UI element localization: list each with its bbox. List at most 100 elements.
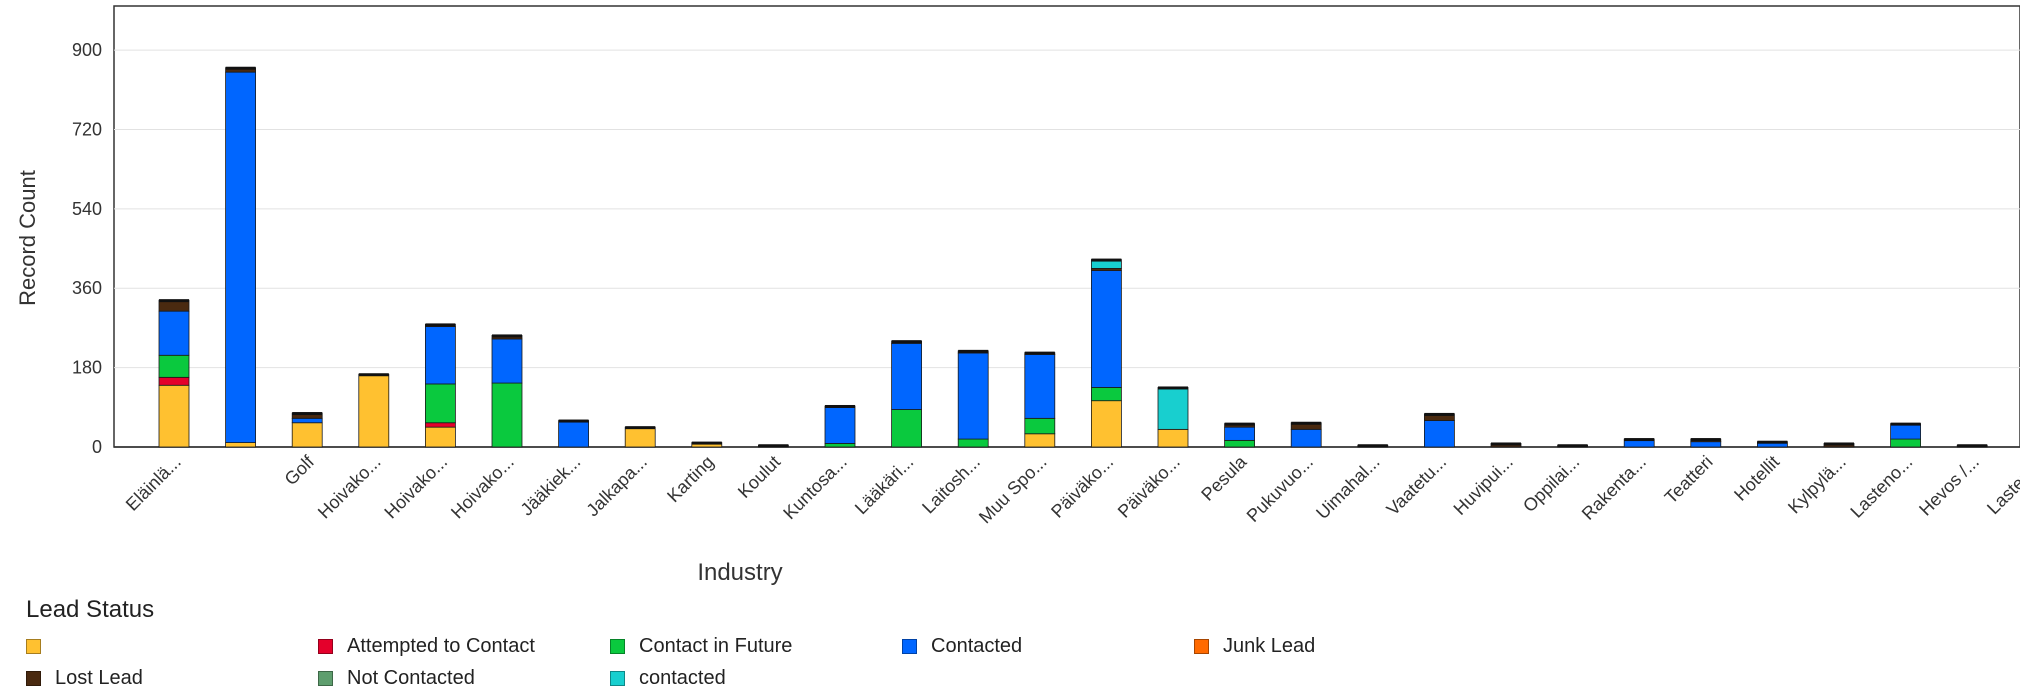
legend-label: contacted [639, 666, 726, 689]
bar-segment[interactable] [891, 342, 922, 410]
x-tick-label: Eläinlä... [122, 452, 185, 515]
bar-top-edge [1757, 440, 1788, 444]
bar-segment[interactable] [1290, 428, 1322, 448]
y-tick-label: 900 [72, 40, 102, 60]
bar-segment[interactable] [291, 422, 323, 448]
bar-segment[interactable] [1091, 400, 1122, 448]
plot-frame [113, 5, 2020, 448]
bar-segment[interactable] [1157, 387, 1189, 430]
bar-segment[interactable] [1091, 387, 1122, 402]
legend: Lead Status Attempted to Contact Contact … [26, 596, 1526, 690]
legend-item[interactable]: Lost Lead [26, 666, 318, 690]
bar-top-edge [1824, 442, 1854, 446]
bar-top-edge [825, 404, 855, 408]
legend-swatch [610, 670, 625, 686]
bar-top-edge [758, 444, 789, 448]
bar-top-edge [1224, 422, 1255, 426]
bar-top-edge [1024, 351, 1055, 355]
legend-swatch [318, 670, 333, 686]
bar-segment[interactable] [558, 420, 589, 448]
bar-top-edge [1424, 412, 1455, 416]
bar-segment[interactable] [158, 354, 190, 378]
bar-segment[interactable] [158, 310, 190, 356]
bar-top-edge [958, 349, 989, 353]
x-tick-label: Jääkiek... [517, 452, 585, 520]
x-tick-label: Oppilai... [1519, 452, 1583, 516]
bars [158, 66, 1988, 448]
bar-segment[interactable] [1690, 441, 1722, 448]
bar-segment[interactable] [1024, 353, 1056, 419]
x-tick-label: Rakenta... [1578, 452, 1650, 524]
legend-label: Not Contacted [347, 666, 475, 689]
x-tick-label: Golf [281, 451, 319, 489]
x-axis-title: Industry [697, 559, 782, 586]
bar-top-edge [358, 373, 389, 377]
bar-segment[interactable] [957, 438, 989, 448]
bar-top-edge [1357, 444, 1388, 448]
bar-segment[interactable] [624, 426, 656, 448]
bar-top-edge [691, 441, 722, 445]
bar-segment[interactable] [824, 443, 856, 448]
bar-segment[interactable] [1224, 426, 1255, 441]
bar-segment[interactable] [358, 373, 390, 448]
x-tick-label: Hoivako... [380, 452, 451, 523]
legend-swatch [902, 638, 917, 654]
bar-segment[interactable] [1890, 423, 1921, 440]
x-tick-label: Kuntosa... [779, 452, 850, 523]
bar-segment[interactable] [424, 426, 456, 448]
bar-segment[interactable] [158, 376, 190, 386]
bar-top-edge [1557, 444, 1588, 448]
bar-top-edge [1624, 438, 1655, 442]
bar-top-edge [1158, 386, 1188, 390]
bar-segment[interactable] [291, 417, 323, 424]
bar-top-edge [625, 426, 656, 430]
bar-segment[interactable] [1224, 439, 1255, 448]
x-tick-label: Päiväko... [1047, 452, 1117, 522]
legend-item[interactable] [26, 634, 318, 658]
x-tick-label: Hevos /... [1915, 452, 1983, 520]
x-tick-label: Hoivako... [314, 452, 385, 523]
bar-segment[interactable] [1157, 428, 1189, 448]
legend-item[interactable]: Contact in Future [610, 634, 902, 658]
bar-segment[interactable] [1424, 420, 1455, 448]
y-axis-title: Record Count [15, 170, 40, 306]
bar-segment[interactable] [957, 352, 989, 440]
legend-swatch [1194, 638, 1209, 654]
x-tick-label: Pesula [1197, 451, 1251, 505]
x-tick-label: Muu Spo... [975, 452, 1051, 528]
legend-item[interactable]: contacted [610, 666, 902, 690]
bar-segment[interactable] [158, 384, 190, 448]
bar-segment[interactable] [424, 383, 456, 424]
bar-segment[interactable] [1091, 270, 1122, 388]
legend-item[interactable]: Junk Lead [1194, 634, 1486, 658]
bar-top-edge [1690, 438, 1721, 442]
bar-top-edge [225, 66, 256, 70]
bar-segment[interactable] [824, 405, 856, 444]
x-tick-label: Pukuvuo... [1243, 452, 1317, 526]
legend-item[interactable]: Not Contacted [318, 666, 610, 690]
bar-top-edge [1957, 444, 1988, 448]
bar-segment[interactable] [891, 409, 922, 448]
bar-segment[interactable] [491, 338, 523, 384]
legend-label: Contact in Future [639, 634, 793, 657]
bar-segment[interactable] [1890, 438, 1921, 448]
bar-segment[interactable] [491, 382, 523, 448]
bar-top-edge [891, 340, 922, 344]
legend-swatch [26, 670, 41, 686]
legend-label: Attempted to Contact [347, 634, 535, 657]
bar-top-edge [1890, 422, 1921, 426]
bar-segment[interactable] [424, 326, 456, 385]
legend-item[interactable]: Contacted [902, 634, 1194, 658]
bar-top-edge [1291, 421, 1322, 425]
bar-top-edge [292, 412, 323, 416]
bar-segment[interactable] [1024, 433, 1056, 448]
legend-label: Lost Lead [55, 666, 143, 689]
bar-segment[interactable] [424, 422, 456, 428]
legend-title: Lead Status [26, 596, 155, 623]
bar-segment[interactable] [1024, 417, 1056, 435]
x-tick-label: Hoivako... [447, 452, 518, 523]
bar-segment[interactable] [225, 71, 257, 443]
legend-item[interactable]: Attempted to Contact [318, 634, 610, 658]
bar-segment[interactable] [225, 442, 257, 448]
